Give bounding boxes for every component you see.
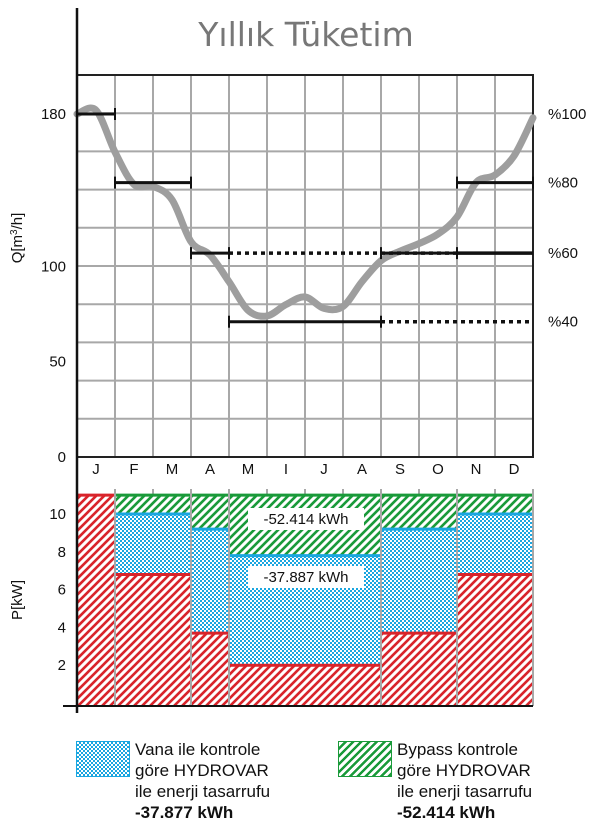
- area-hydrovar-power: [382, 633, 456, 706]
- month-label: I: [284, 461, 288, 478]
- p-tick-label: 2: [58, 657, 66, 674]
- annotation-bypass-box: [248, 508, 364, 530]
- area-vana-savings: [192, 529, 228, 634]
- area-bypass-savings: [192, 495, 228, 530]
- tick-labels: 180 100 50 0 %100 %80 %60 %40 J F M A M I J A S O N D 10 8 6 4 2: [41, 106, 586, 674]
- annotation-bypass: -52.414 kWh: [263, 511, 348, 528]
- q-tick-label: 180: [41, 106, 66, 123]
- month-label: S: [395, 461, 405, 478]
- month-label: A: [357, 461, 367, 478]
- month-label: D: [509, 461, 520, 478]
- annotation-vana-box: [248, 566, 364, 588]
- area-hydrovar-power: [78, 495, 114, 706]
- chart-title: Yıllık Tüketim: [197, 15, 413, 54]
- legend-bypass-line-1: Bypass kontrole: [397, 740, 518, 759]
- area-vana-savings: [458, 514, 532, 575]
- month-label: M: [166, 461, 179, 478]
- consumption-curve-layer: [73, 104, 537, 320]
- pump-steps-layer: [76, 108, 534, 328]
- area-vana-savings: [382, 529, 456, 634]
- area-bypass-savings: [382, 495, 456, 530]
- legend-vana-line-1: Vana ile kontrole: [135, 740, 261, 759]
- percent-tick-label: %100: [548, 106, 586, 123]
- legend-vana-value: -37.877 kWh: [135, 803, 234, 822]
- y-axis-label-p: P[kW]: [9, 580, 26, 620]
- month-label: M: [242, 461, 255, 478]
- legend-vana-line-3: ile enerji tasarrufu: [135, 782, 271, 801]
- axes: [63, 8, 533, 713]
- p-tick-label: 8: [58, 544, 66, 561]
- percent-tick-label: %80: [548, 175, 578, 192]
- legend-swatch-vana: [76, 741, 130, 777]
- area-bypass-savings: [116, 495, 190, 514]
- power-areas: -52.414 kWh -37.887 kWh: [78, 493, 532, 706]
- area-hydrovar-power: [192, 633, 228, 706]
- legend-bypass-line-2: göre HYDROVAR: [397, 761, 531, 780]
- month-label: N: [471, 461, 482, 478]
- legend-text-bypass: Bypass kontrole göre HYDROVAR ile enerji…: [397, 739, 532, 823]
- area-hydrovar-power: [230, 665, 380, 706]
- p-tick-label: 4: [58, 619, 66, 636]
- month-label: A: [205, 461, 215, 478]
- p-tick-label: 6: [58, 582, 66, 599]
- legend-swatch-bypass: [338, 741, 392, 777]
- legend-bypass-line-3: ile enerji tasarrufu: [397, 782, 533, 801]
- percent-tick-label: %60: [548, 245, 578, 262]
- annotation-vana: -37.887 kWh: [263, 569, 348, 586]
- area-hydrovar-power: [116, 574, 190, 706]
- percent-tick-label: %40: [548, 314, 578, 331]
- p-tick-label: 10: [49, 506, 66, 523]
- month-label: F: [129, 461, 138, 478]
- q-tick-label: 50: [49, 354, 66, 371]
- area-vana-savings: [116, 514, 190, 575]
- q-tick-label: 100: [41, 258, 66, 275]
- month-label: O: [432, 461, 444, 478]
- q-tick-label: 0: [58, 449, 66, 466]
- legend-text-vana: Vana ile kontrole göre HYDROVAR ile ener…: [135, 739, 270, 823]
- legend-vana-line-2: göre HYDROVAR: [135, 761, 269, 780]
- y-axis-label-q: Q[m3/h]: [9, 213, 26, 264]
- area-bypass-savings: [458, 495, 532, 514]
- top-grid: [76, 74, 534, 458]
- area-hydrovar-power: [458, 574, 532, 706]
- legend-bypass-value: -52.414 kWh: [397, 803, 496, 822]
- month-label: J: [320, 461, 328, 478]
- consumption-curve: [73, 104, 537, 320]
- month-label: J: [92, 461, 100, 478]
